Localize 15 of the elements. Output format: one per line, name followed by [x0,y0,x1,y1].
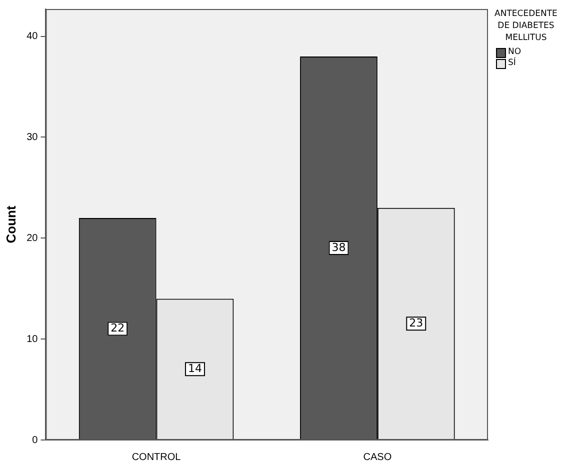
y-tick-label: 10 [26,334,38,345]
data-label: 14 [188,362,202,375]
text: SÍ [508,58,516,69]
data-label: 22 [110,322,125,335]
legend-title: ANTECEDENTE DE DIABETES MELLITUS [494,8,558,44]
y-tick-label: 40 [26,31,38,42]
y-tick-label: 20 [26,232,38,244]
y-tick-label: 30 [26,132,38,143]
x-tick-label: CONTROL [132,452,182,463]
x-tick-label: CASO [363,452,392,463]
data-label: 23 [409,316,424,330]
y-tick-label: 0 [32,434,38,446]
y-axis-title: Count [3,205,18,244]
data-label: 38 [332,240,346,254]
legend-label: NO [508,47,522,57]
